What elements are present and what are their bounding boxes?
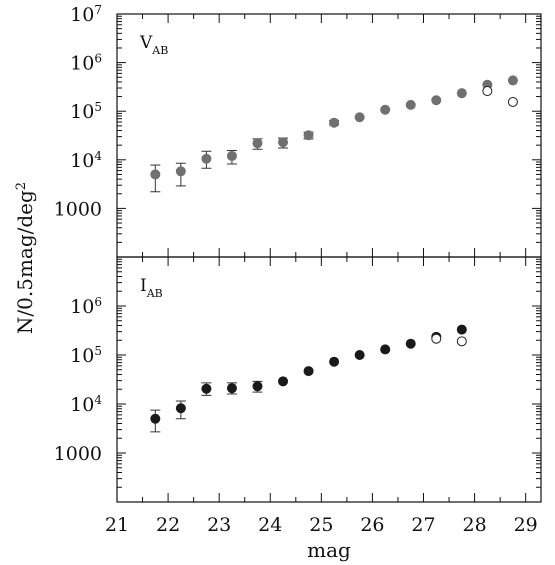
y-tick-label-exponent: 6 (94, 295, 102, 309)
y-axis-title-text: N/0.5mag/deg (13, 190, 37, 334)
x-tick-label: 27 (411, 514, 435, 536)
x-tick-label: 23 (207, 514, 231, 536)
data-point (252, 381, 263, 392)
data-point (150, 169, 161, 180)
data-point (201, 153, 212, 164)
data-point (405, 99, 416, 110)
y-tick-label-base: 10 (70, 53, 94, 75)
data-point (380, 104, 391, 115)
data-point (380, 344, 391, 355)
data-point (431, 95, 442, 106)
y-tick-label-exponent: 5 (94, 100, 102, 114)
y-axis-title-exponent: 2 (14, 182, 29, 190)
y-tick-label: 104 (70, 393, 102, 416)
x-axis-title: mag (307, 538, 351, 562)
data-point (405, 338, 416, 349)
y-tick-label: 1000 (54, 443, 102, 465)
data-point (226, 150, 237, 161)
data-point (303, 366, 314, 377)
x-tick-label: 28 (462, 514, 486, 536)
panel-label: IAB (140, 276, 163, 300)
data-point-open (456, 336, 467, 347)
x-tick-label: 21 (105, 514, 129, 536)
y-tick-label: 105 (70, 344, 102, 367)
panel-label-subscript: AB (151, 44, 168, 57)
panel-label-letter: I (140, 276, 147, 296)
y-tick-label-exponent: 6 (94, 52, 102, 66)
data-point (354, 350, 365, 360)
y-tick-label: 105 (70, 100, 102, 123)
data-point (507, 75, 518, 86)
data-point (329, 356, 340, 367)
data-point (456, 324, 467, 335)
data-point (252, 138, 263, 149)
data-point (278, 137, 289, 148)
data-point (278, 376, 289, 387)
data-point (303, 130, 314, 141)
y-tick-label-base: 10 (70, 345, 94, 367)
y-tick-label-base: 10 (70, 4, 94, 26)
y-tick-label: 106 (70, 295, 102, 318)
panel-label-subscript: AB (146, 287, 163, 300)
y-tick-label: 106 (70, 52, 102, 75)
x-tick-label: 25 (309, 514, 333, 536)
x-tick-label: 26 (360, 514, 384, 536)
x-tick-label: 24 (258, 514, 282, 536)
panel-frame (116, 13, 542, 258)
y-tick-label: 104 (70, 149, 102, 172)
data-point (456, 88, 467, 99)
y-tick-label: 107 (70, 3, 102, 26)
x-tick-label: 22 (156, 514, 180, 536)
panel-frame (116, 256, 542, 503)
x-axis: 21 22 23 24 25 26 27 28 29 (105, 514, 538, 536)
panel-label: VAB (139, 33, 168, 57)
panel-label-letter: V (139, 33, 153, 53)
data-point-open (482, 86, 493, 97)
y-tick-label-exponent: 4 (94, 393, 102, 407)
y-tick-label: 1000 (54, 198, 102, 220)
data-point (150, 413, 161, 424)
data-point (175, 403, 186, 414)
x-tick-label: 29 (514, 514, 538, 536)
y-axis-title: N/0.5mag/deg2 (13, 182, 37, 334)
y-tick-label-base: 10 (70, 150, 94, 172)
data-point (175, 166, 186, 177)
data-point (201, 383, 212, 394)
data-point-open (507, 96, 518, 107)
data-point (329, 117, 340, 128)
y-tick-label-base: 10 (70, 101, 94, 123)
y-tick-label-base: 10 (70, 296, 94, 318)
data-point (354, 112, 365, 123)
data-point-open (431, 333, 442, 344)
y-tick-label-base: 10 (70, 394, 94, 416)
y-tick-label-exponent: 4 (94, 149, 102, 163)
y-tick-label-exponent: 7 (94, 3, 102, 17)
y-tick-label-exponent: 5 (94, 344, 102, 358)
data-point (226, 383, 237, 394)
